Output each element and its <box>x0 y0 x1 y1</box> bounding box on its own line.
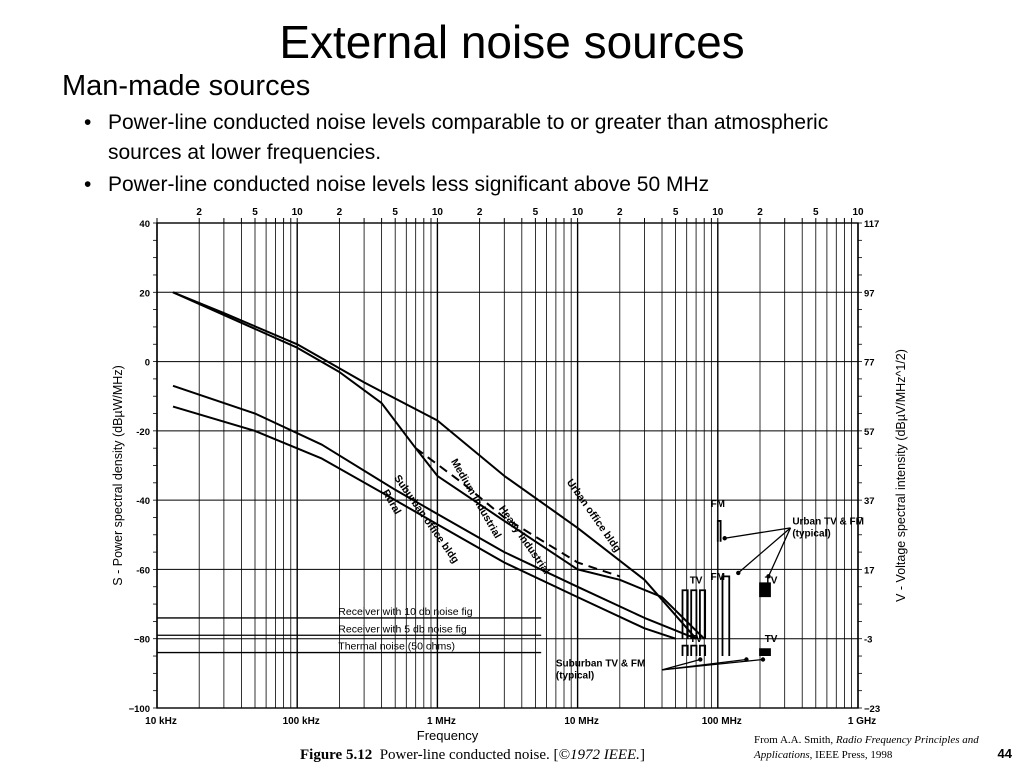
band-label: TV <box>765 634 778 645</box>
annotation-label: Urban TV & FM <box>792 516 864 527</box>
figure-copyright: ©1972 IEEE. <box>558 747 640 763</box>
band-label: TV <box>765 575 778 586</box>
x-top-tick-label: 2 <box>617 207 623 218</box>
x-top-tick-label: 10 <box>572 207 584 218</box>
band-signal-mark <box>681 644 707 657</box>
x-top-tick-label: 10 <box>432 207 444 218</box>
series-line <box>172 291 705 640</box>
y-left-axis-title: S - Power spectral density (dBµW/MHz) <box>111 365 125 585</box>
annotation-arrow <box>767 527 792 577</box>
y-left-tick-label: −100 <box>129 704 150 715</box>
section-heading: Man-made sources <box>62 70 311 102</box>
y-right-axis-title: V - Voltage spectral intensity (dBµV/MHz… <box>894 349 908 602</box>
x-top-tick-label: 5 <box>252 207 258 218</box>
x-top-tick-label: 10 <box>852 207 864 218</box>
annotation-arrow <box>661 658 764 671</box>
source-prefix: From A.A. Smith, <box>754 734 836 746</box>
y-left-tick-label: 20 <box>139 288 150 299</box>
y-right-tick-label: -3 <box>864 635 872 646</box>
band-label: FM <box>711 499 725 510</box>
y-right-tick-label: 57 <box>864 427 875 438</box>
figure-label: Figure 5.12 <box>300 747 373 763</box>
bullet-marker: • <box>84 173 92 196</box>
y-right-tick-label: 117 <box>864 219 879 230</box>
x-top-tick-label: 2 <box>757 207 763 218</box>
y-left-tick-label: -60 <box>136 565 150 576</box>
annotation-arrow <box>661 658 701 671</box>
x-top-tick-label: 10 <box>712 207 724 218</box>
arrow-head <box>760 657 766 662</box>
band-signal-mark <box>759 648 771 657</box>
figure-caption: Figure 5.12 Power-line conducted noise. … <box>300 745 645 765</box>
x-tick-label: 100 kHz <box>283 716 320 727</box>
y-right-tick-label: 77 <box>864 358 875 369</box>
arrow-head <box>736 570 741 576</box>
y-left-tick-label: -40 <box>136 496 150 507</box>
y-left-tick-label: -20 <box>136 427 150 438</box>
bullet-text: Power-line conducted noise levels less s… <box>108 173 710 196</box>
y-right-tick-label: 97 <box>864 288 875 299</box>
series-label: Urban office bldg <box>564 477 623 555</box>
x-tick-label: 1 GHz <box>848 716 876 727</box>
annotation-label: (typical) <box>792 529 830 540</box>
arrow-head <box>766 574 771 579</box>
annotation-label: Suburban TV & FM <box>556 658 645 669</box>
series-line <box>172 291 697 640</box>
y-left-tick-label: 0 <box>145 358 150 369</box>
annotation-arrow <box>737 527 791 574</box>
bullet-text: Power-line conducted noise levels compar… <box>108 111 829 164</box>
noise-chart: Receiver with 10 db noise fig Receiver wi… <box>111 207 908 743</box>
x-top-tick-label: 2 <box>196 207 202 218</box>
x-top-tick-label: 5 <box>533 207 539 218</box>
arrow-head <box>698 657 703 662</box>
series-line <box>172 405 676 640</box>
reference-line-label: Thermal noise (50 ohms) <box>338 641 455 653</box>
x-top-tick-label: 10 <box>292 207 304 218</box>
band-signal-mark <box>681 589 707 639</box>
x-top-tick-label: 5 <box>673 207 679 218</box>
band-label: TV <box>690 575 703 586</box>
series-line <box>172 384 697 640</box>
band-signal-mark <box>759 582 771 598</box>
x-tick-label: 100 MHz <box>702 716 742 727</box>
slide-title: External noise sources <box>279 16 745 68</box>
band-label: TV <box>690 634 703 645</box>
reference-line-label: Receiver with 5 db noise fig <box>338 623 467 635</box>
x-tick-label: 10 MHz <box>564 716 598 727</box>
series-label: Suburban office bldg <box>391 473 461 566</box>
x-tick-label: 10 kHz <box>145 716 177 727</box>
bullet-item: • Power-line conducted noise levels comp… <box>84 108 864 168</box>
reference-line-label: Receiver with 10 db noise fig <box>338 606 472 618</box>
x-top-tick-label: 5 <box>392 207 398 218</box>
page-number: 44 <box>997 746 1012 761</box>
x-tick-label: 1 MHz <box>427 716 456 727</box>
y-left-tick-label: 40 <box>139 219 150 230</box>
y-right-tick-label: 17 <box>864 565 875 576</box>
x-top-tick-label: 2 <box>337 207 343 218</box>
figure-caption-text: Power-line conducted noise. [ <box>379 747 559 763</box>
series-line <box>415 447 621 578</box>
x-top-tick-label: 2 <box>477 207 483 218</box>
arrow-head <box>722 536 727 541</box>
band-label: FM <box>711 572 725 583</box>
y-right-tick-label: 37 <box>864 496 875 507</box>
source-suffix: , IEEE Press, 1998 <box>809 749 893 761</box>
bullet-marker: • <box>84 111 92 134</box>
y-right-tick-label: −23 <box>864 704 880 715</box>
annotation-arrow <box>724 527 791 539</box>
x-top-tick-label: 5 <box>813 207 819 218</box>
bullet-item: • Power-line conducted noise levels less… <box>84 170 864 200</box>
source-book-title: Radio Frequency Principles and Applicati… <box>754 734 979 761</box>
band-signal-mark <box>716 520 722 542</box>
y-left-tick-label: −80 <box>134 635 150 646</box>
bullet-list: • Power-line conducted noise levels comp… <box>84 108 864 200</box>
band-signal-mark <box>721 575 731 657</box>
annotation-label: (typical) <box>556 671 594 682</box>
x-axis-title: Frequency <box>417 728 479 743</box>
figure-caption-end: ] <box>639 747 645 763</box>
source-citation: From A.A. Smith, Radio Frequency Princip… <box>754 733 1004 763</box>
